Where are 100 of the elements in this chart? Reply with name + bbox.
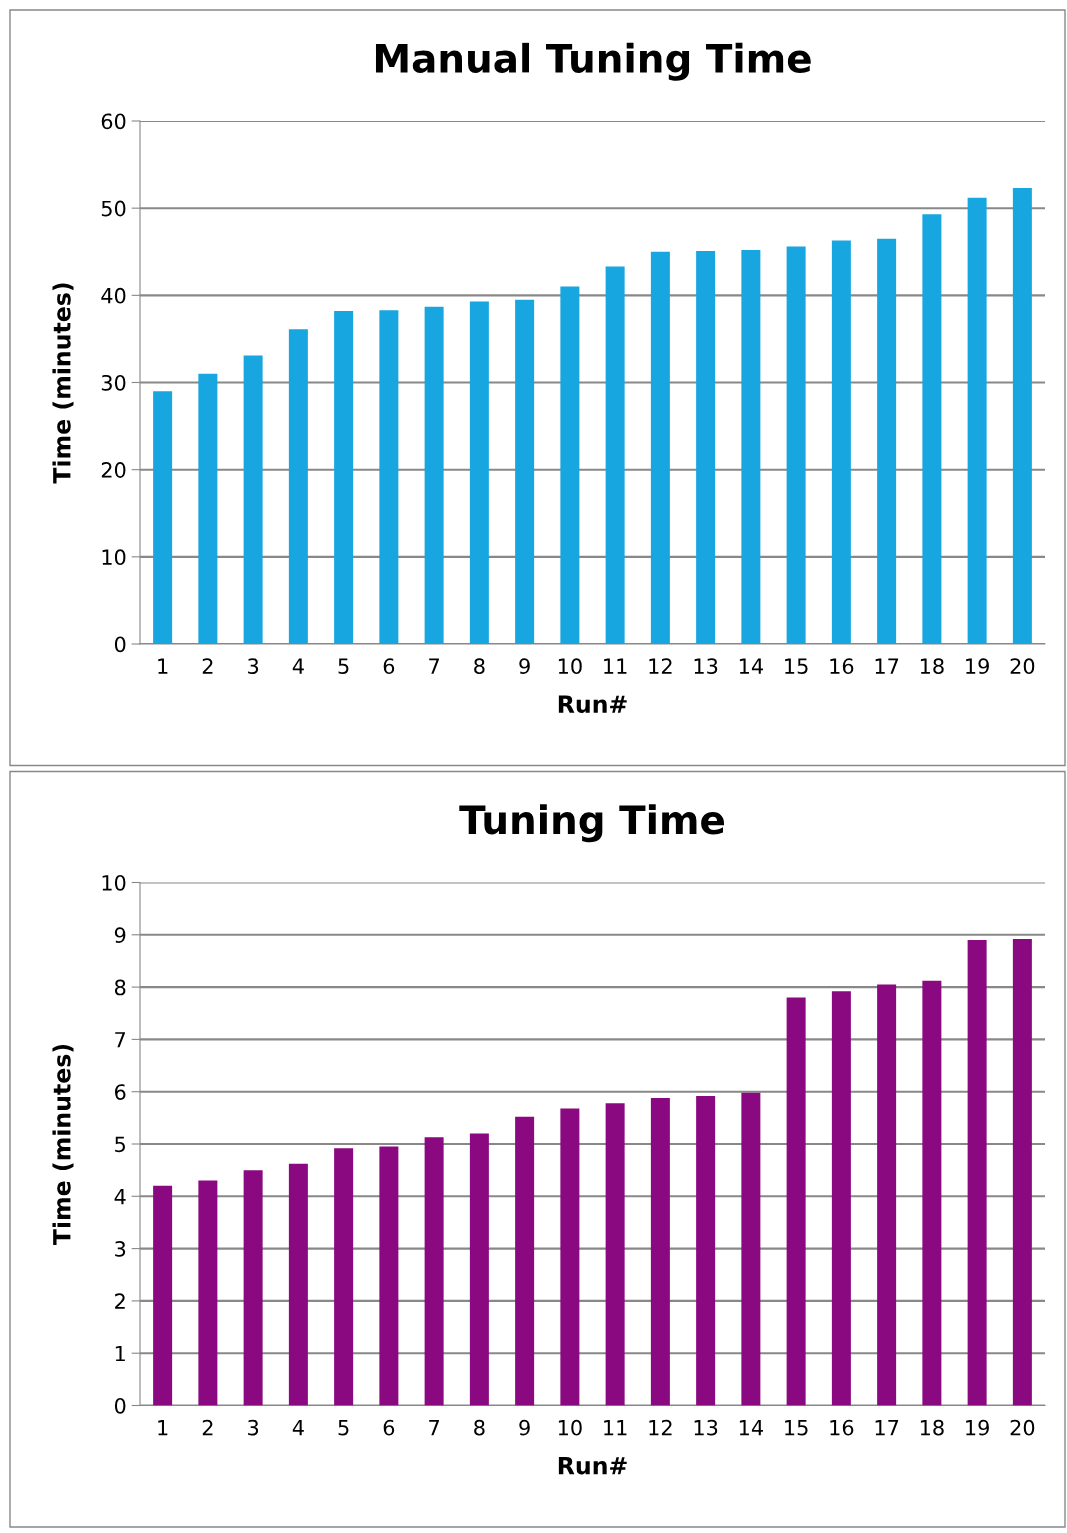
y-tick-label: 1: [115, 1345, 125, 1362]
x-tick-label: 7: [429, 1420, 439, 1436]
bar: [877, 238, 897, 644]
x-tick-label: 1: [158, 658, 168, 674]
x-tick-label: 2: [202, 1419, 213, 1436]
x-tick-label: 8: [474, 1419, 485, 1436]
x-tick-label: 18: [920, 1419, 944, 1436]
bar: [469, 301, 489, 644]
x-tick-label: 1: [158, 1420, 168, 1436]
y-tick-label: 9: [114, 927, 126, 944]
bar: [469, 1133, 489, 1406]
y-tick-label: 10: [102, 874, 126, 891]
x-tick-label: 9: [519, 658, 530, 675]
x-tick-label: 16: [830, 1419, 854, 1436]
x-tick-label: 15: [785, 1420, 808, 1436]
y-tick-label: 5: [115, 1136, 125, 1153]
x-tick-label: 16: [830, 658, 854, 675]
x-tick-label: 13: [694, 658, 718, 675]
x-tick-label: 11: [604, 1420, 627, 1436]
x-tick-label: 6: [383, 658, 395, 675]
y-tick-label: 0: [114, 636, 126, 653]
x-tick-label: 2: [202, 658, 213, 674]
bar: [786, 246, 806, 644]
bar: [560, 1108, 580, 1406]
y-tick-label: 50: [101, 200, 126, 217]
x-tick-label: 12: [649, 1419, 672, 1436]
x-tick-label: 14: [739, 1420, 763, 1436]
bar: [153, 391, 173, 644]
bar: [741, 1092, 761, 1406]
y-tick-label: 4: [114, 1189, 126, 1205]
x-tick-label: 19: [966, 1419, 989, 1436]
y-axis-title: Time (minutes): [52, 283, 74, 484]
x-tick-label: 6: [383, 1419, 395, 1436]
bar: [696, 250, 716, 644]
y-tick-label: 7: [115, 1032, 126, 1048]
bar: [515, 299, 535, 644]
bar: [424, 1137, 444, 1406]
x-axis-title: Run#: [558, 1456, 627, 1475]
bar: [515, 1116, 535, 1406]
x-tick-label: 9: [519, 1419, 530, 1436]
x-tick-label: 13: [694, 1419, 718, 1436]
bar: [153, 1185, 173, 1406]
x-tick-label: 11: [604, 658, 627, 674]
bar: [288, 329, 308, 644]
y-tick-label: 3: [115, 1241, 126, 1257]
bar: [198, 1180, 218, 1406]
bar: [786, 997, 806, 1406]
y-tick-label: 10: [102, 549, 126, 566]
x-tick-label: 4: [292, 658, 304, 674]
y-tick-label: 20: [101, 462, 126, 478]
x-tick-label: 12: [649, 658, 672, 674]
y-tick-label: 2: [115, 1293, 125, 1309]
x-tick-label: 17: [875, 1420, 899, 1436]
x-tick-label: 5: [338, 1420, 349, 1436]
x-tick-label: 8: [474, 658, 485, 675]
bar: [560, 286, 580, 644]
y-tick-label: 30: [101, 374, 126, 391]
bar: [198, 373, 218, 644]
bar: [922, 980, 942, 1406]
x-tick-label: 7: [429, 658, 439, 674]
bar: [334, 1148, 354, 1406]
x-tick-label: 17: [875, 658, 899, 674]
x-tick-label: 10: [558, 1419, 582, 1436]
y-tick-label: 6: [115, 1084, 126, 1100]
bar: [379, 1146, 399, 1406]
x-tick-label: 10: [558, 658, 582, 675]
bar: [967, 940, 987, 1406]
bar: [877, 984, 897, 1406]
x-tick-label: 5: [338, 658, 349, 675]
x-tick-label: 20: [1010, 658, 1035, 675]
x-tick-label: 14: [739, 658, 763, 674]
bar: [922, 214, 942, 644]
bar: [243, 355, 263, 644]
x-tick-label: 4: [292, 1420, 304, 1436]
x-tick-label: 15: [785, 658, 808, 675]
bar: [696, 1095, 716, 1406]
bar: [967, 197, 987, 644]
y-axis-title: Time (minutes): [52, 1044, 74, 1246]
x-tick-label: 20: [1010, 1419, 1035, 1436]
bar: [424, 306, 444, 644]
x-tick-label: 18: [920, 658, 944, 675]
bar: [1012, 938, 1032, 1406]
bar: [379, 310, 399, 644]
y-tick-label: 40: [101, 287, 126, 304]
bar: [605, 266, 625, 644]
x-tick-label: 3: [248, 658, 259, 675]
chart-title: Manual Tuning Time: [375, 42, 811, 81]
bar: [1012, 188, 1032, 644]
bar: [831, 240, 851, 644]
bar: [243, 1170, 263, 1406]
y-tick-label: 60: [101, 113, 126, 130]
x-tick-label: 3: [248, 1419, 259, 1436]
bar: [650, 251, 670, 644]
bar: [650, 1097, 670, 1406]
x-axis-title: Run#: [558, 695, 627, 713]
bar: [334, 311, 354, 644]
bar: [831, 991, 851, 1406]
bar: [741, 250, 761, 644]
y-tick-label: 0: [114, 1397, 126, 1414]
x-tick-label: 19: [966, 658, 989, 675]
